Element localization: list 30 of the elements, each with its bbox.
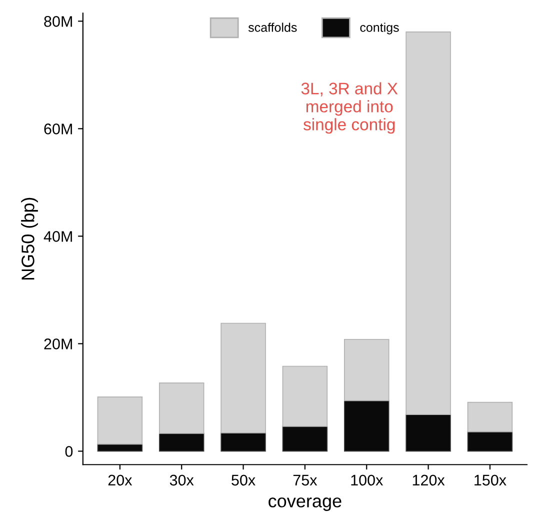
x-tick-label: 20x — [108, 474, 132, 486]
legend-label: scaffolds — [248, 22, 297, 32]
bar — [97, 396, 143, 445]
bar — [467, 402, 513, 432]
y-tick-label: 0 — [65, 446, 73, 457]
x-tick-label: 50x — [232, 474, 256, 486]
bar — [158, 433, 204, 452]
x-tick-label: 150x — [474, 474, 506, 486]
bar — [344, 400, 390, 452]
x-tick-label: 100x — [351, 474, 384, 486]
y-tick-label: 20M — [44, 338, 72, 350]
y-tick-label: 40M — [44, 231, 72, 242]
x-tick-label: 30x — [170, 474, 194, 486]
y-tick-label: 80M — [44, 16, 72, 27]
bar — [344, 338, 390, 402]
bar — [406, 414, 451, 452]
bar — [282, 426, 328, 452]
y-tick-label: 60M — [44, 124, 72, 134]
bar — [158, 382, 204, 434]
x-tick-label: 75x — [293, 474, 318, 486]
x-axis-title: coverage — [268, 498, 342, 511]
annotation: 3L, 3R and X merged into single contig — [301, 82, 398, 134]
x-tick-label: 120x — [412, 474, 445, 486]
bar — [220, 432, 266, 452]
bar — [220, 322, 266, 434]
y-axis-title: NG50 (bp) — [21, 198, 38, 280]
bar — [282, 366, 328, 427]
bar — [467, 431, 513, 452]
legend-label: contigs — [360, 22, 399, 34]
bar — [406, 32, 451, 416]
